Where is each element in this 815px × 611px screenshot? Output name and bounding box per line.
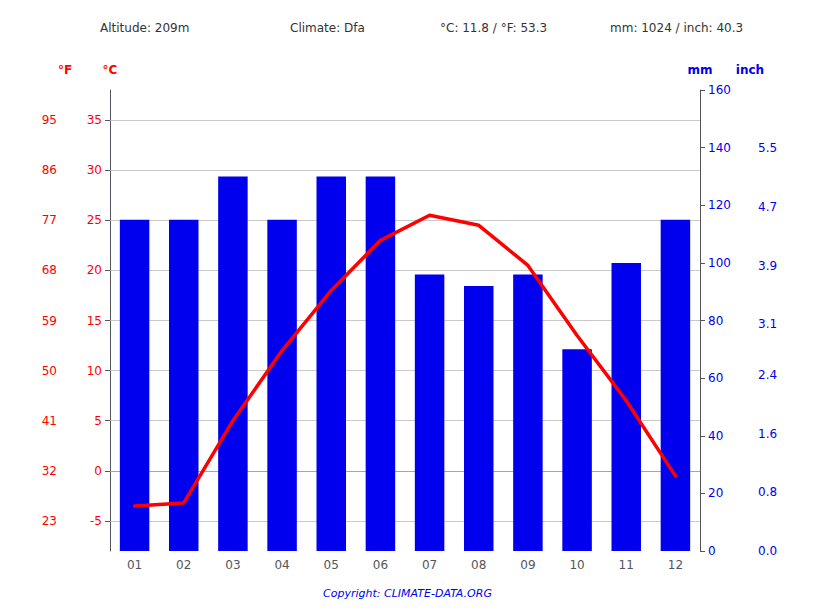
- svg-text:60: 60: [708, 371, 723, 385]
- svg-text:3.1: 3.1: [758, 317, 777, 331]
- svg-text:4.7: 4.7: [758, 200, 777, 214]
- svg-text:80: 80: [708, 314, 723, 328]
- svg-text:Altitude: 209m: Altitude: 209m: [100, 21, 189, 35]
- svg-text:04: 04: [274, 558, 289, 572]
- svg-text:0.8: 0.8: [758, 485, 777, 499]
- svg-text:25: 25: [87, 213, 102, 227]
- svg-text:10: 10: [569, 558, 584, 572]
- svg-text:23: 23: [42, 514, 57, 528]
- svg-text:95: 95: [42, 113, 57, 127]
- svg-text:20: 20: [87, 263, 102, 277]
- svg-text:140: 140: [708, 141, 731, 155]
- svg-text:86: 86: [42, 163, 57, 177]
- svg-text:32: 32: [42, 464, 57, 478]
- svg-text:5.5: 5.5: [758, 141, 777, 155]
- svg-text:09: 09: [520, 558, 535, 572]
- svg-text:20: 20: [708, 486, 723, 500]
- svg-text:59: 59: [42, 314, 57, 328]
- svg-text:40: 40: [708, 429, 723, 443]
- svg-text:Copyright: CLIMATE-DATA.ORG: Copyright: CLIMATE-DATA.ORG: [323, 587, 492, 600]
- svg-text:10: 10: [87, 364, 102, 378]
- svg-text:3.9: 3.9: [758, 259, 777, 273]
- svg-text:5: 5: [94, 414, 102, 428]
- svg-text:120: 120: [708, 198, 731, 212]
- svg-text:30: 30: [87, 163, 102, 177]
- svg-text:12: 12: [668, 558, 683, 572]
- svg-text:07: 07: [422, 558, 437, 572]
- svg-text:0.0: 0.0: [758, 544, 777, 558]
- svg-text:02: 02: [176, 558, 191, 572]
- svg-text:2.4: 2.4: [758, 368, 777, 382]
- svg-text:1.6: 1.6: [758, 427, 777, 441]
- svg-text:°F: °F: [58, 63, 72, 77]
- svg-text:08: 08: [471, 558, 486, 572]
- svg-text:11: 11: [619, 558, 634, 572]
- svg-text:Climate: Dfa: Climate: Dfa: [290, 21, 365, 35]
- svg-text:01: 01: [127, 558, 142, 572]
- svg-text:°C: 11.8 / °F: 53.3: °C: 11.8 / °F: 53.3: [440, 21, 547, 35]
- svg-text:0: 0: [708, 544, 716, 558]
- svg-text:mm: mm: [687, 63, 712, 77]
- svg-text:15: 15: [87, 314, 102, 328]
- svg-text:77: 77: [42, 213, 57, 227]
- svg-text:100: 100: [708, 256, 731, 270]
- svg-text:68: 68: [42, 263, 57, 277]
- svg-text:inch: inch: [736, 63, 764, 77]
- svg-text:35: 35: [87, 113, 102, 127]
- svg-text:0: 0: [94, 464, 102, 478]
- svg-text:°C: °C: [103, 63, 118, 77]
- svg-text:05: 05: [324, 558, 339, 572]
- svg-text:03: 03: [225, 558, 240, 572]
- svg-text:mm: 1024 / inch: 40.3: mm: 1024 / inch: 40.3: [610, 21, 743, 35]
- svg-text:06: 06: [373, 558, 388, 572]
- svg-text:41: 41: [42, 414, 57, 428]
- svg-text:50: 50: [42, 364, 57, 378]
- svg-text:-5: -5: [90, 514, 102, 528]
- svg-text:160: 160: [708, 83, 731, 97]
